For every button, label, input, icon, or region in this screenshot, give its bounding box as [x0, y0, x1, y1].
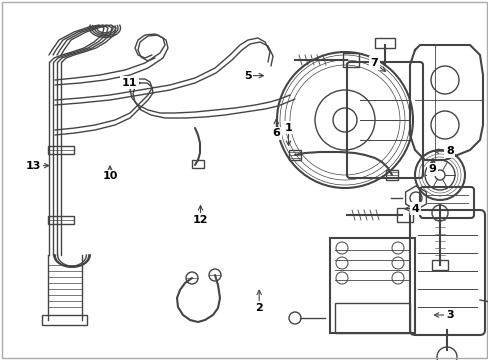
Bar — [334, 303, 409, 333]
Bar — [329, 238, 414, 333]
Bar — [396, 208, 412, 222]
Bar — [192, 160, 203, 168]
Bar — [48, 216, 74, 224]
Text: 2: 2 — [255, 303, 263, 313]
Text: 12: 12 — [192, 215, 208, 225]
Bar — [342, 53, 358, 67]
Text: 8: 8 — [445, 146, 453, 156]
Text: 6: 6 — [272, 128, 280, 138]
Text: 13: 13 — [25, 161, 41, 171]
Text: 1: 1 — [284, 123, 292, 133]
Bar — [48, 146, 74, 154]
Text: 7: 7 — [369, 58, 377, 68]
Text: 4: 4 — [411, 204, 419, 214]
Bar — [288, 150, 301, 160]
Bar — [374, 38, 394, 48]
Bar — [431, 260, 447, 270]
Text: 9: 9 — [428, 164, 436, 174]
Bar — [385, 170, 397, 180]
Text: 5: 5 — [244, 71, 251, 81]
Text: 10: 10 — [102, 171, 118, 181]
Bar — [42, 315, 87, 325]
Text: 3: 3 — [445, 310, 453, 320]
Text: 11: 11 — [122, 78, 137, 88]
